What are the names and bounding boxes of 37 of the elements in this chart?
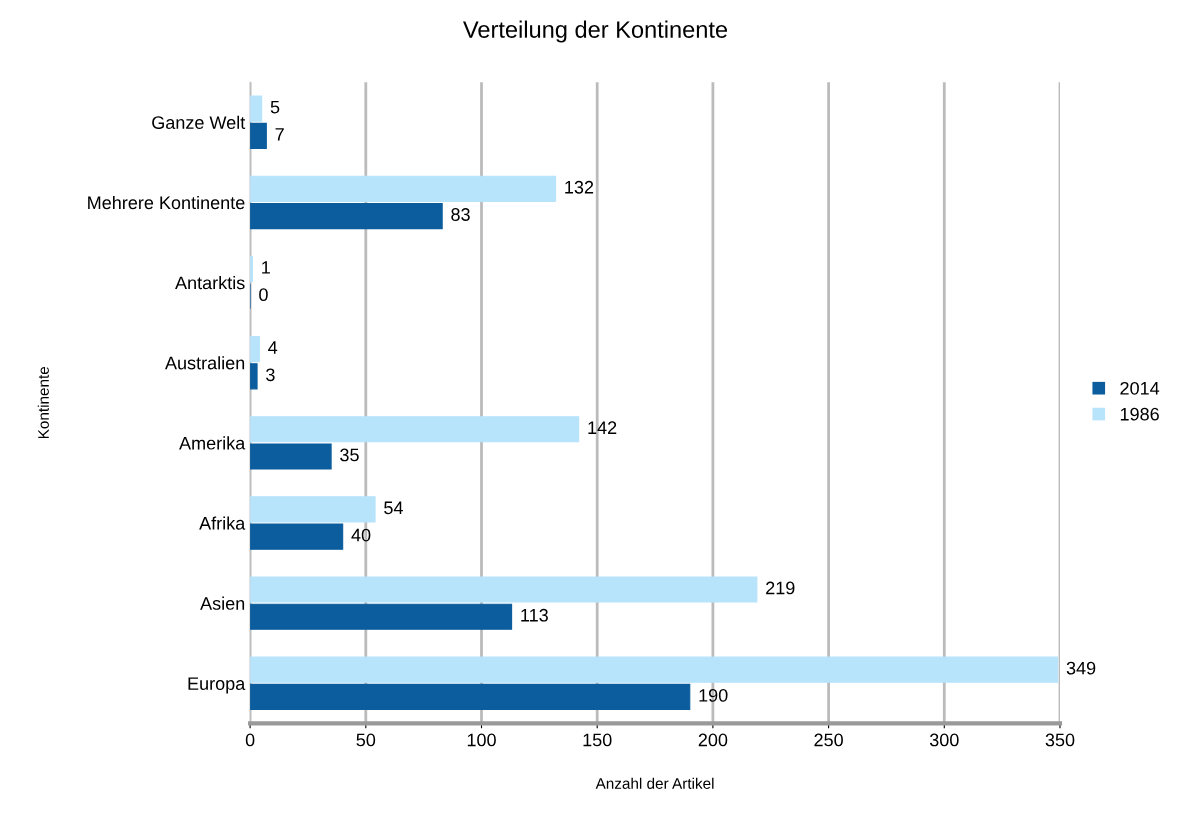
- y-tick-label: Mehrere Kontinente: [88, 195, 245, 210]
- data-label: 219: [766, 581, 795, 595]
- data-label: 349: [1066, 661, 1096, 675]
- data-label: 40: [351, 528, 371, 542]
- y-tick-label: Antarktis: [175, 276, 245, 290]
- data-label: 5: [270, 100, 280, 114]
- data-label: 190: [699, 688, 728, 702]
- data-label: 142: [588, 421, 617, 434]
- data-label: 132: [565, 180, 594, 194]
- x-tick-label: 50: [356, 733, 376, 747]
- y-tick-label: Asien: [200, 596, 245, 610]
- data-label: 3: [266, 368, 275, 382]
- y-axis-title: Kontinente: [37, 366, 49, 439]
- y-tick-label: Amerika: [179, 436, 246, 450]
- x-tick-label: 150: [583, 733, 612, 747]
- x-tick-label: 250: [814, 733, 843, 747]
- legend-label: 2014: [1120, 381, 1160, 395]
- data-label: 0: [259, 288, 268, 302]
- data-label: 113: [521, 608, 548, 622]
- data-label: 83: [451, 208, 470, 221]
- chart-title: Verteilung der Kontinente: [463, 20, 728, 43]
- x-tick-label: 300: [929, 733, 959, 747]
- x-tick-label: 0: [245, 733, 255, 747]
- y-tick-label: Afrika: [199, 516, 246, 530]
- data-label: 7: [275, 128, 284, 141]
- y-tick-label: Australien: [165, 356, 245, 370]
- data-label: 54: [384, 501, 403, 515]
- data-label: 4: [268, 341, 278, 354]
- data-label: 35: [340, 448, 359, 462]
- y-tick-label: Ganze Welt: [152, 115, 246, 129]
- data-label: 1: [262, 261, 270, 274]
- y-tick-label: Europa: [188, 677, 246, 694]
- x-tick-label: 100: [467, 733, 496, 747]
- x-tick-label: 350: [1045, 733, 1075, 747]
- x-axis-title: Anzahl der Artikel: [595, 777, 714, 789]
- x-tick-label: 200: [698, 733, 728, 747]
- legend-label: 1986: [1120, 407, 1159, 421]
